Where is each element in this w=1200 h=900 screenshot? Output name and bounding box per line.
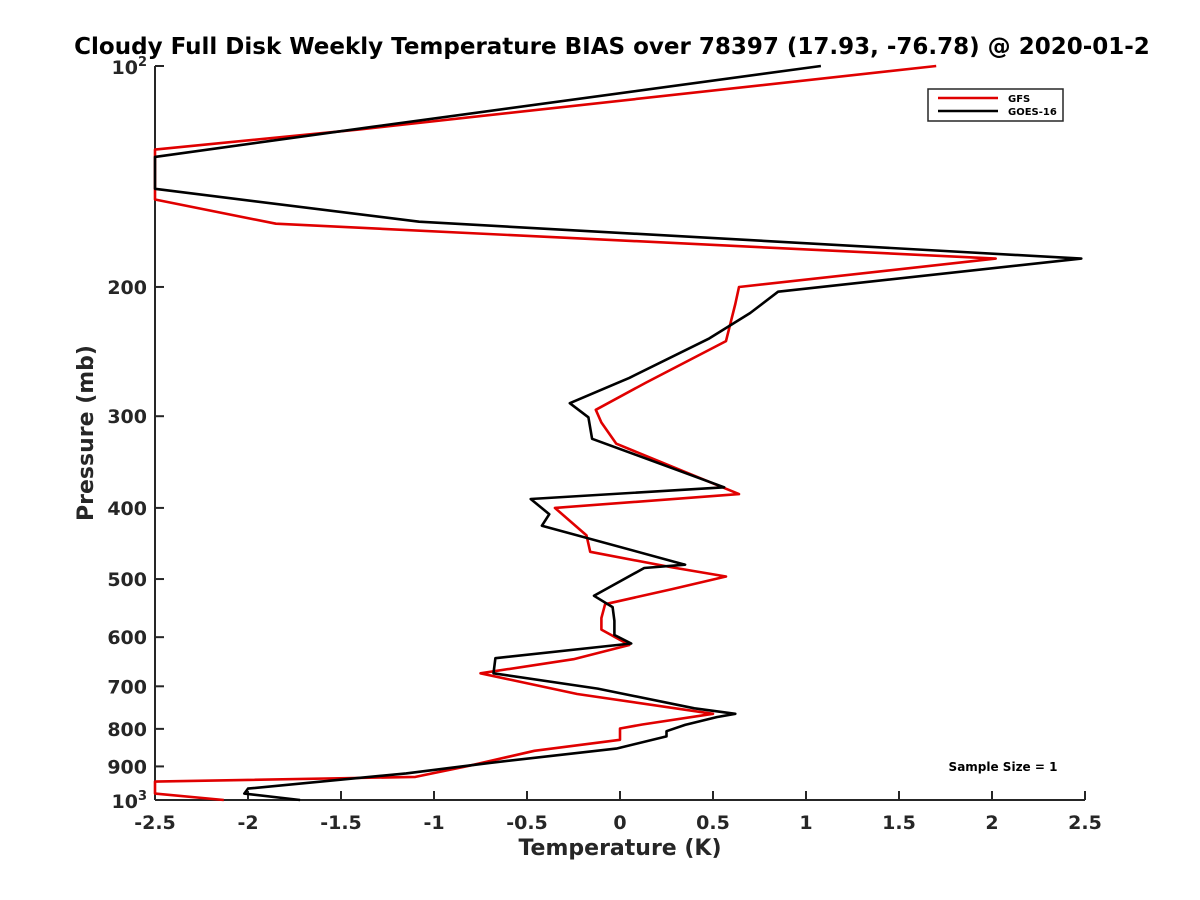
y-tick-label: 700 bbox=[107, 676, 147, 698]
y-tick-exponent: 2 bbox=[138, 55, 147, 70]
x-tick-label: 2.5 bbox=[1068, 812, 1102, 834]
series-line-gfs bbox=[153, 64, 998, 802]
x-tick-label: 1 bbox=[799, 812, 812, 834]
y-tick-base: 10 bbox=[112, 57, 138, 79]
x-tick-label: -0.5 bbox=[506, 812, 548, 834]
series-lines bbox=[153, 64, 1083, 802]
chart-title: Cloudy Full Disk Weekly Temperature BIAS… bbox=[74, 34, 1150, 60]
x-tick-label: 0.5 bbox=[696, 812, 730, 834]
y-tick-base: 10 bbox=[112, 791, 138, 813]
series-line-goes-16 bbox=[153, 64, 1083, 802]
y-tick-label: 300 bbox=[107, 406, 147, 428]
y-tick-label: 400 bbox=[107, 498, 147, 520]
y-tick-label: 102 bbox=[112, 55, 148, 79]
y-tick-label: 800 bbox=[107, 719, 147, 741]
x-tick-label: -2.5 bbox=[134, 812, 176, 834]
x-tick-label: -1 bbox=[423, 812, 444, 834]
x-tick-label: -2 bbox=[237, 812, 258, 834]
y-tick-label: 103 bbox=[112, 789, 148, 813]
x-tick-label: 1.5 bbox=[882, 812, 916, 834]
legend: GFS GOES-16 bbox=[927, 88, 1064, 122]
y-tick-exponent: 3 bbox=[138, 789, 147, 804]
sample-size-annotation: Sample Size = 1 bbox=[949, 760, 1058, 774]
tick-labels: -2.5 -2 -1.5 -1 -0.5 0 0.5 1 1.5 2 2.5102200300400… bbox=[107, 55, 1102, 834]
x-tick-label: 2 bbox=[985, 812, 998, 834]
y-axis-label: Pressure (mb) bbox=[74, 345, 99, 521]
axes bbox=[154, 65, 1086, 801]
legend-label: GOES-16 bbox=[1008, 107, 1057, 118]
legend-box bbox=[927, 88, 1064, 122]
x-tick-label: 0 bbox=[613, 812, 626, 834]
y-tick-label: 900 bbox=[107, 756, 147, 778]
y-tick-label: 500 bbox=[107, 569, 147, 591]
legend-label: GFS bbox=[1008, 94, 1030, 105]
x-axis-label: Temperature (K) bbox=[518, 836, 721, 861]
y-tick-label: 200 bbox=[107, 277, 147, 299]
y-tick-label: 600 bbox=[107, 627, 147, 649]
x-tick-label: -1.5 bbox=[320, 812, 362, 834]
